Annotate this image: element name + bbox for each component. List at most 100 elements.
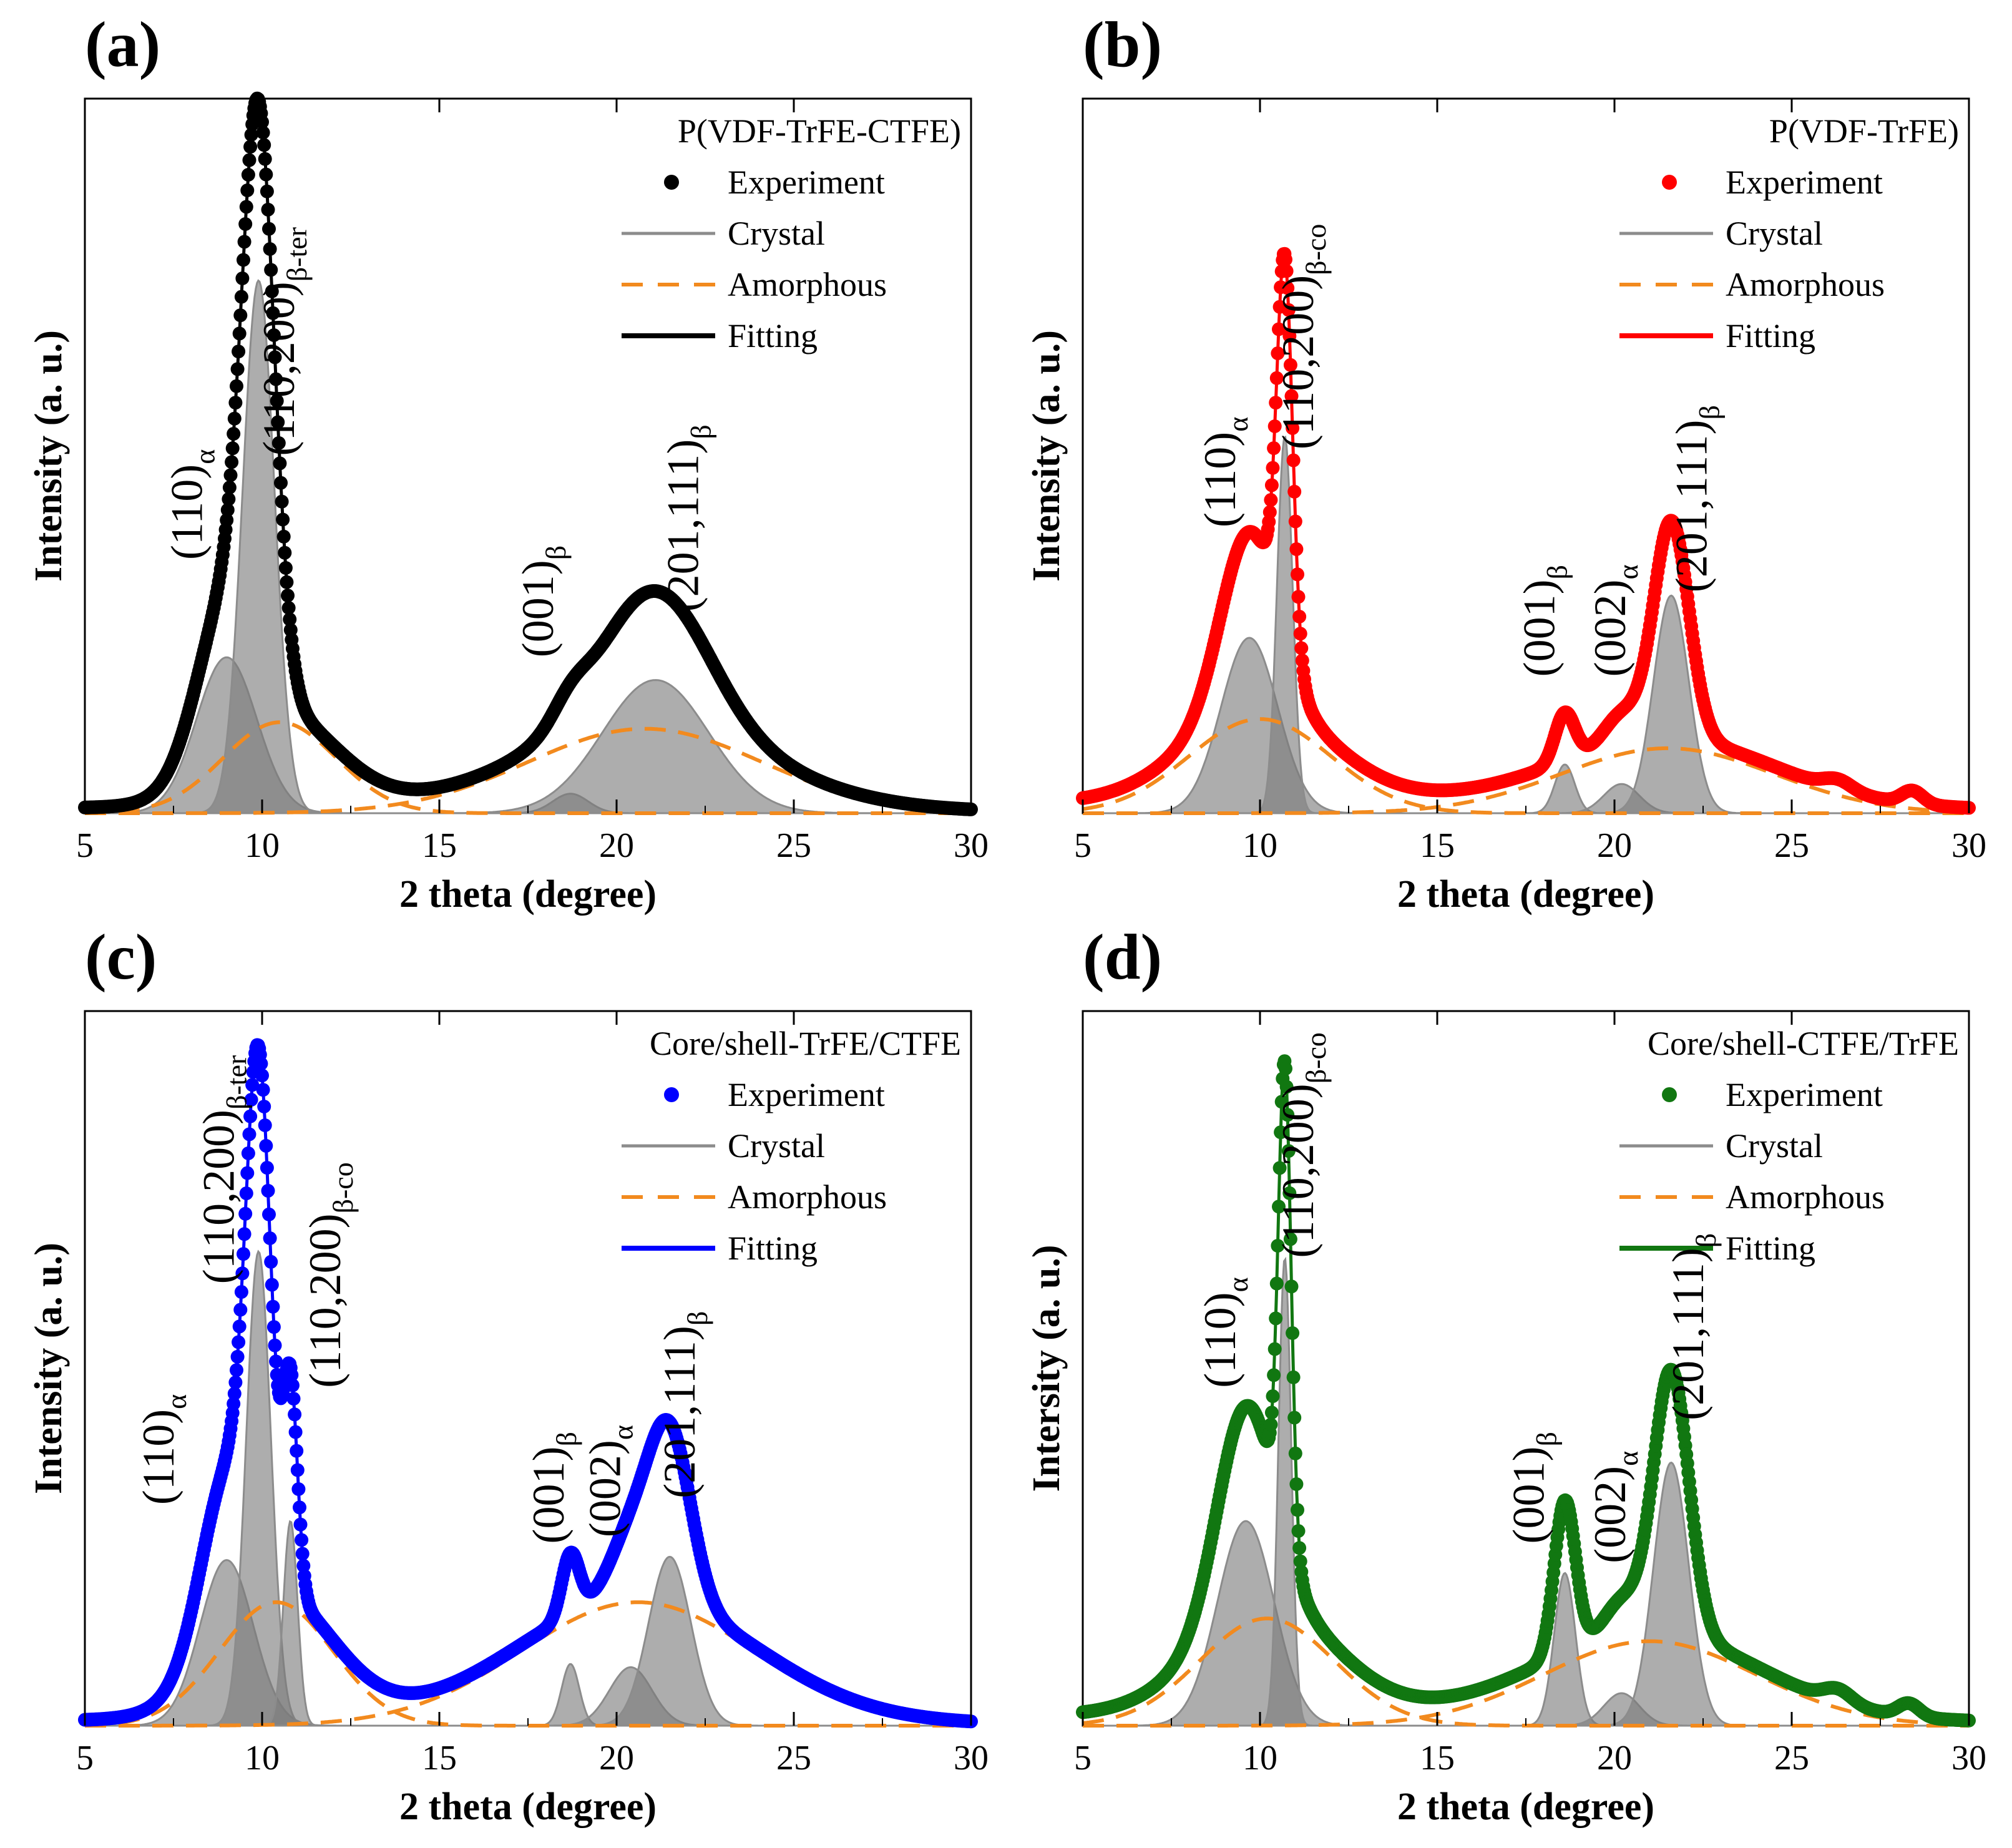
experiment-points	[1076, 247, 1976, 815]
experiment-point	[1281, 1144, 1296, 1158]
experiment-point	[266, 306, 280, 320]
peak-label: (110,200)β-co	[300, 1162, 359, 1387]
peak-label-main: (110)	[1195, 432, 1245, 527]
experiment-point	[1267, 1368, 1281, 1382]
experiment-point	[238, 217, 253, 231]
experiment-point	[264, 1254, 278, 1269]
experiment-point	[244, 1093, 258, 1107]
x-tick-label: 5	[1074, 1739, 1091, 1777]
experiment-point	[1264, 1417, 1278, 1432]
experiment-point	[1287, 1410, 1302, 1425]
peak-label-main: (001)	[524, 1447, 574, 1544]
experiment-point	[273, 456, 287, 471]
peak-label-main: (001)	[513, 560, 563, 657]
peak-label-main: (002)	[1585, 1466, 1635, 1563]
experiment-point	[227, 1387, 242, 1401]
experiment-point	[1282, 329, 1297, 343]
peak-labels: (110)α(110,200)β-co(001)β(002)α(201,111)…	[1195, 224, 1726, 677]
experiment-point	[225, 455, 239, 469]
peak-labels: (110)α(110,200)β-co(001)β(002)α(201,111)…	[1195, 1032, 1722, 1563]
experiment-point	[1292, 1541, 1307, 1555]
peak-label-main: (002)	[580, 1440, 630, 1537]
legend-marker-experiment	[1662, 1087, 1677, 1102]
experiment-point	[276, 512, 290, 527]
experiment-point	[261, 202, 275, 217]
experiment-point	[1267, 1342, 1282, 1356]
experiment-point	[259, 1138, 273, 1153]
y-axis-title: Intersity (a. u.)	[1025, 1244, 1068, 1492]
experiment-point	[1272, 1161, 1287, 1175]
experiment-point	[254, 1057, 268, 1071]
peak-label: (110)α	[162, 449, 220, 560]
legend-label: Experiment	[1726, 1076, 1883, 1113]
peak-label-sub: α	[1612, 564, 1644, 579]
peak-label-sub: β-ter	[281, 227, 313, 281]
legend-title: P(VDF-TrFE)	[1769, 112, 1959, 150]
peak-label-main: (110)	[162, 464, 212, 560]
peak-label-main: (110)	[1195, 1292, 1245, 1387]
experiment-point	[263, 242, 277, 256]
experiment-point	[264, 263, 278, 277]
legend-title: Core/shell-CTFE/TrFE	[1648, 1025, 1959, 1062]
peak-label-main: (201,111)	[1663, 1248, 1713, 1420]
legend-label: Experiment	[728, 1076, 885, 1113]
experiment-point	[275, 494, 289, 509]
experiment-point	[240, 1166, 255, 1180]
x-tick-label: 25	[776, 826, 811, 865]
amorphous-curve	[1082, 717, 1969, 815]
legend-label: Amorphous	[1726, 1178, 1885, 1216]
experiment-points	[78, 91, 978, 816]
x-tick-label: 10	[1243, 826, 1277, 865]
legend: P(VDF-TrFE-CTFE) Experiment Crystal Amorpho…	[622, 112, 961, 354]
experiment-point	[1287, 484, 1302, 499]
experiment-point	[222, 481, 237, 495]
peak-label-sub: β	[550, 1432, 582, 1446]
experiment-point	[1272, 322, 1286, 336]
experiment-point	[232, 345, 246, 359]
x-tick-label: 15	[1420, 826, 1455, 865]
experiment-point	[239, 1186, 253, 1201]
x-tick-label: 10	[245, 826, 280, 865]
experiment-point	[237, 1227, 251, 1241]
peak-label: (002)α	[1585, 564, 1644, 677]
x-tick-label: 25	[1774, 1739, 1809, 1777]
experiment-point	[274, 476, 288, 490]
y-axis-title: Intensity (a. u.)	[27, 1243, 70, 1494]
experiment-point	[239, 200, 253, 214]
peak-label: (001)β	[1503, 1432, 1562, 1543]
experiment-point	[237, 1247, 250, 1261]
x-tick-label: 30	[954, 1739, 989, 1777]
experiment-point	[1279, 1062, 1292, 1076]
experiment-point	[1264, 493, 1278, 507]
experiment-point	[1286, 453, 1301, 467]
experiment-point	[230, 1363, 243, 1377]
experiment-point	[1271, 1239, 1285, 1253]
experiment-point	[288, 1407, 302, 1422]
experiment-point	[1269, 1276, 1284, 1291]
experiment-point	[290, 1444, 304, 1458]
legend-label: Fitting	[728, 1230, 818, 1267]
experiment-point	[1279, 1080, 1294, 1094]
experiment-point	[260, 184, 274, 198]
experiment-point	[278, 561, 293, 575]
experiment-point	[1293, 627, 1307, 641]
experiment-point	[228, 396, 243, 410]
experiment-point	[1271, 346, 1285, 361]
peak-label: (002)α	[1585, 1451, 1644, 1563]
experiment-point	[293, 1517, 308, 1532]
experiment-point	[237, 253, 250, 267]
x-axis: 5 10 15 20 25 30	[1074, 1011, 1986, 1777]
x-tick-label: 20	[599, 826, 634, 865]
legend-label: Amorphous	[1726, 266, 1885, 303]
experiment-point	[233, 308, 248, 323]
peak-label-sub: β-ter	[221, 1055, 253, 1110]
peak-label-main: (110)	[134, 1409, 183, 1505]
legend-marker-experiment	[664, 175, 679, 190]
experiment-point	[222, 492, 236, 506]
experiment-point	[1283, 1232, 1297, 1246]
peak-label: (201,111)β	[1667, 405, 1726, 592]
experiment-point	[268, 350, 282, 364]
panel-letter: (c)	[85, 921, 157, 993]
x-tick-label: 15	[422, 1739, 457, 1777]
experiment-point	[268, 1338, 282, 1352]
